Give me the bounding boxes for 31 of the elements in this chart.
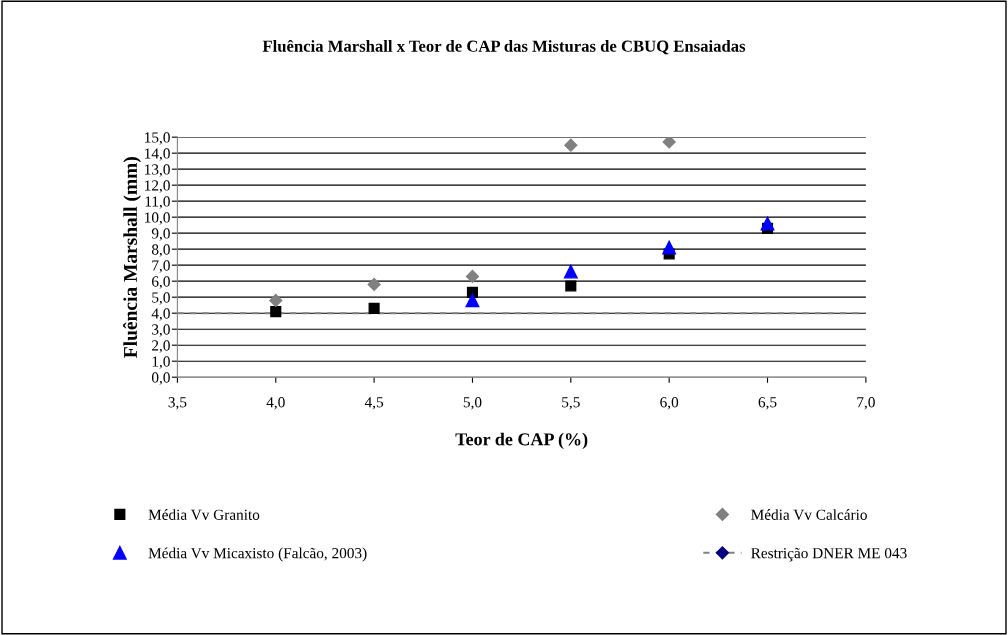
x-tick-label: 4,0 (266, 397, 285, 410)
x-tick-label: 7,0 (857, 397, 875, 410)
x-tick-label: 4,5 (364, 397, 384, 410)
legend-label: Média Vv Granito (148, 509, 260, 520)
y-tick-label: 6,0 (152, 276, 170, 289)
y-axis-title: Fluência Marshall (mm) (123, 157, 141, 358)
y-tick-label: 11,0 (145, 196, 170, 209)
chart-title: Fluência Marshall x Teor de CAP das Misturas de CBUQ Ensaiadas (262, 39, 746, 55)
legend-label: Restrição DNER ME 043 (751, 547, 907, 562)
y-tick-label: 9,0 (151, 228, 170, 241)
y-tick-label: 5,0 (152, 292, 170, 305)
y-tick-label: 12,0 (145, 180, 170, 193)
x-tick-label: 5,0 (463, 397, 482, 410)
y-tick-label: 4,0 (151, 308, 170, 321)
x-axis-title: Teor de CAP (%) (455, 432, 588, 450)
y-tick-label: 14,0 (145, 148, 170, 161)
y-tick-label: 10,0 (145, 212, 170, 225)
legend-label: Média Vv Micaxisto (Falcão, 2003) (148, 547, 367, 562)
y-tick-label: 0,0 (151, 372, 170, 385)
y-tick-label: 8,0 (151, 244, 170, 257)
y-tick-label: 13,0 (145, 164, 170, 177)
legend-label: Média Vv Calcário (751, 509, 867, 520)
y-tick-label: 2,0 (152, 340, 170, 353)
x-tick-label: 5,5 (562, 397, 580, 410)
y-tick-label: 15,0 (145, 132, 170, 145)
y-tick-label: 7,0 (152, 260, 170, 273)
x-tick-label: 6,0 (660, 397, 679, 410)
y-tick-label: 1,0 (152, 356, 170, 369)
y-tick-label: 3,0 (152, 324, 170, 337)
x-tick-label: 3,5 (168, 397, 187, 410)
x-tick-label: 6,5 (758, 397, 777, 410)
